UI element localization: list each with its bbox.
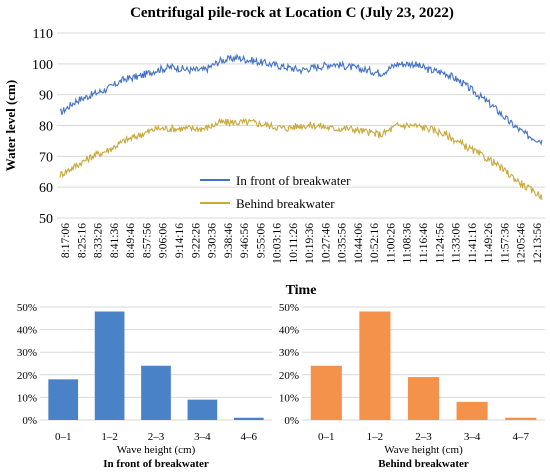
x-tick-label: 10:19:36	[304, 223, 316, 264]
x-tick-label: 8:57:56	[141, 223, 153, 258]
y-tick-label: 10%	[279, 392, 299, 404]
x-tick-label: 8:25:16	[76, 223, 88, 258]
x-tick-label: 8:33:26	[93, 223, 105, 258]
y-tick-label: 30%	[279, 347, 299, 359]
x-tick-label: 0–1	[318, 431, 335, 443]
x-tick-label: 12:05:46	[516, 223, 528, 264]
chart-sublabel: In front of breakwater	[103, 458, 209, 470]
x-tick-label: 11:49:26	[483, 223, 495, 264]
x-tick-label: 9:06:06	[158, 223, 170, 258]
x-tick-label: 4–6	[241, 431, 258, 443]
legend-label: Behind breakwater	[236, 196, 335, 211]
x-tick-label: 11:08:36	[402, 223, 414, 264]
x-tick-label: 11:33:06	[451, 223, 463, 264]
x-tick-label: 10:44:06	[353, 223, 365, 264]
x-tick-label: 8:41:36	[109, 223, 121, 258]
bar	[233, 417, 264, 420]
x-tick-label: 2–3	[415, 431, 432, 443]
x-tick-label: 10:03:16	[272, 223, 284, 264]
x-tick-label: 9:22:26	[190, 223, 202, 258]
wave-height-behind-bar-chart: 0% 10% 20% 30% 40% 50% 0–1 1–2 2–3 3–4 4–7 Wave hei…	[279, 302, 545, 470]
x-tick-label: 2–3	[148, 431, 165, 443]
y-tick-label: 0%	[284, 415, 299, 427]
x-tick-label: 10:27:46	[320, 223, 332, 264]
x-tick-label: 3–4	[194, 431, 211, 443]
water-level-line-chart: 50 60 70 80 90 100 110 8:17:06 8:25:16 8:33:26 8:4…	[3, 27, 545, 298]
x-tick-label: 1–2	[101, 431, 118, 443]
bar	[456, 401, 488, 420]
x-tick-label: 11:16:46	[418, 223, 430, 264]
y-axis-title: Water level (cm)	[3, 80, 18, 171]
y-tick-label: 30%	[17, 347, 37, 359]
bar	[141, 365, 171, 420]
y-tick-label: 110	[33, 27, 53, 42]
x-tick-label: 9:14:16	[174, 223, 186, 258]
x-tick-label: 11:24:56	[434, 223, 446, 264]
wave-height-front-bar-chart: 0% 10% 20% 30% 40% 50% 0–1 1–2 2–3 3–4 4–6 Wave hei…	[17, 302, 272, 470]
y-tick-label: 50	[39, 212, 53, 227]
y-tick-label: 60	[39, 181, 53, 196]
x-tick-label: 10:35:56	[337, 223, 349, 264]
x-tick-label: 0–1	[55, 431, 72, 443]
chart-sublabel: Behind breakwater	[378, 458, 469, 470]
line-chart-title: Centrifugal pile-rock at Location C (Jul…	[130, 5, 454, 21]
x-axis-title: Wave height (cm)	[384, 444, 463, 456]
x-tick-label: 11:00:26	[385, 223, 397, 264]
y-tick-label: 40%	[279, 325, 299, 337]
bar	[48, 379, 79, 420]
x-tick-label: 9:30:36	[207, 223, 219, 258]
x-tick-label: 9:46:56	[239, 223, 251, 258]
y-tick-label: 100	[32, 58, 53, 73]
y-tick-label: 0%	[22, 415, 37, 427]
x-axis-title: Wave height (cm)	[117, 444, 196, 456]
y-tick-label: 90	[39, 89, 53, 104]
bar	[505, 417, 537, 420]
y-tick-label: 20%	[17, 370, 37, 382]
bar	[94, 311, 125, 420]
y-tick-label: 50%	[279, 302, 299, 314]
y-tick-label: 70	[39, 150, 53, 165]
x-tick-label: 8:17:06	[60, 223, 72, 258]
bar	[407, 377, 440, 420]
series-line	[59, 117, 543, 200]
x-tick-label: 11:41:16	[467, 223, 479, 264]
x-tick-label: 10:11:26	[288, 223, 300, 264]
y-tick-label: 50%	[17, 302, 37, 314]
x-tick-label: 3–4	[464, 431, 481, 443]
x-axis-title: Time	[286, 283, 317, 298]
y-tick-label: 20%	[279, 370, 299, 382]
y-tick-label: 40%	[17, 325, 37, 337]
x-tick-label: 10:52:16	[369, 223, 381, 264]
y-tick-label: 80	[39, 120, 53, 135]
x-tick-label: 9:38:46	[223, 223, 235, 258]
x-tick-label: 12:13:56	[532, 223, 544, 264]
legend-label: In front of breakwater	[236, 173, 351, 188]
x-tick-label: 9:55:06	[255, 223, 267, 258]
bar	[310, 365, 342, 420]
x-tick-label: 8:49:46	[125, 223, 137, 258]
bar	[359, 311, 391, 420]
series-line	[59, 53, 543, 146]
bar	[187, 399, 218, 420]
x-tick-label: 4–7	[512, 431, 529, 443]
x-tick-label: 1–2	[367, 431, 384, 443]
y-tick-label: 10%	[17, 392, 37, 404]
x-tick-label: 11:57:36	[499, 223, 511, 264]
